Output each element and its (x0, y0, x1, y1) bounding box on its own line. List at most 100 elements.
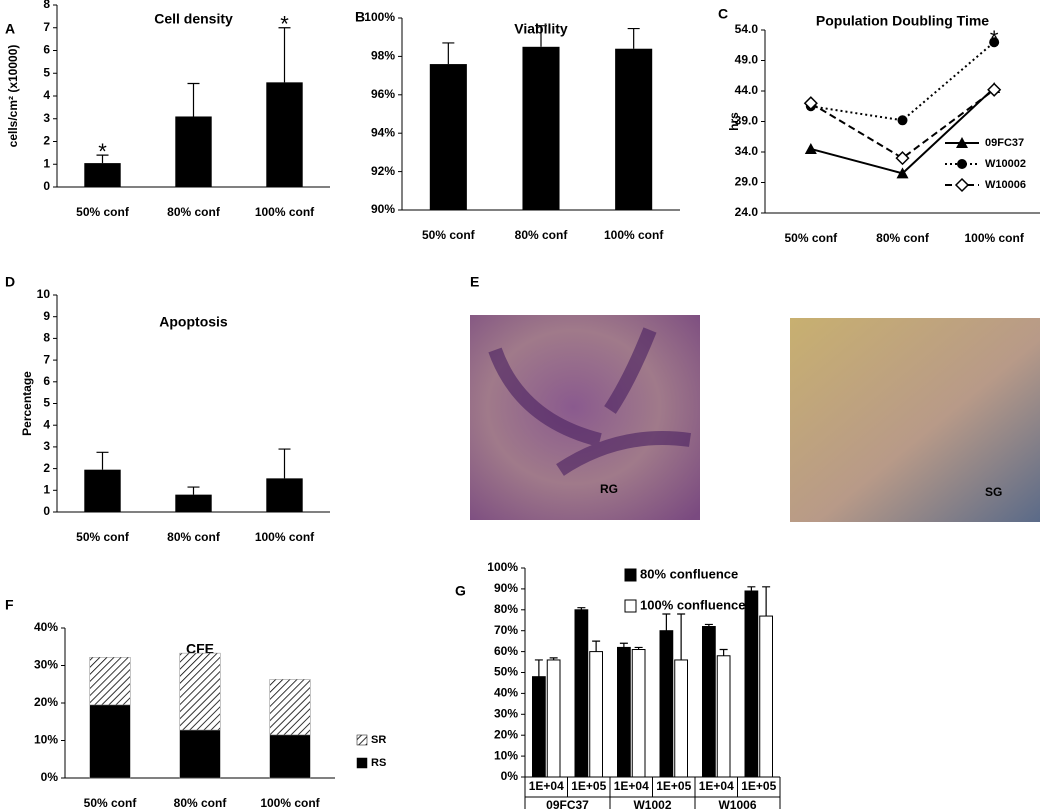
y-axis-label: cells/cm² (x10000) (6, 45, 20, 148)
bar (546, 659, 561, 778)
bar-segment (179, 729, 221, 779)
error-bar (96, 451, 109, 470)
y-tick-label: 98% (371, 49, 395, 63)
bar-segment (269, 679, 311, 736)
y-tick-label: 90% (371, 202, 395, 216)
chart-panel: D Apoptosis Percentage 0 1 2 3 4 5 6 7 8 9 10 50% conf… (5, 274, 330, 544)
x-tick-label: 100% conf (964, 231, 1024, 245)
bar (615, 48, 653, 210)
y-tick-label: 44.0 (735, 83, 759, 97)
y-tick-label: 30% (34, 658, 58, 672)
y-tick-label: 9 (43, 309, 50, 323)
error-bar (187, 82, 200, 117)
y-tick-label: 4 (43, 417, 50, 431)
y-tick-label: 94% (371, 125, 395, 139)
error-bar (549, 657, 558, 660)
bar-segment (269, 734, 311, 779)
y-tick-label: 7 (43, 20, 50, 34)
legend-label: 80% confluence (640, 566, 738, 581)
x-tick-label: 1E+04 (529, 779, 564, 793)
y-tick-label: 49.0 (735, 53, 759, 67)
y-tick-label: 100% (487, 560, 518, 574)
error-bar (627, 27, 640, 49)
bar (716, 655, 731, 778)
x-tick-label: 80% conf (167, 205, 221, 219)
legend-label: RS (371, 757, 386, 769)
x-tick-label: 80% conf (167, 530, 221, 544)
y-tick-label: 0 (43, 504, 50, 518)
legend-marker (957, 159, 967, 169)
y-tick-label: 20% (34, 695, 58, 709)
y-tick-label: 10 (37, 287, 51, 301)
bar (175, 494, 212, 512)
error-bar (719, 648, 728, 656)
x-tick-label: 1E+05 (571, 779, 606, 793)
error-bar (577, 607, 586, 610)
y-tick-label: 96% (371, 87, 395, 101)
x-tick-label: 80% conf (515, 228, 569, 242)
y-tick-label: 39.0 (735, 114, 759, 128)
error-bar (187, 486, 200, 495)
y-tick-label: 40% (34, 620, 58, 634)
x-tick-label: 80% conf (876, 231, 930, 245)
image-panel: E RG SG (470, 274, 1040, 522)
y-tick-label: 100% (364, 10, 395, 24)
panel-letter: C (718, 6, 728, 22)
micrograph (470, 315, 700, 520)
y-tick-label: 80% (494, 602, 518, 616)
x-tick-label: 1E+05 (741, 779, 776, 793)
x-tick-label: 100% conf (604, 228, 664, 242)
line (810, 88, 995, 160)
bar (266, 478, 303, 512)
y-tick-label: 50% (494, 665, 518, 679)
image-label: SG (985, 485, 1002, 499)
legend-marker (954, 177, 970, 193)
marker (987, 82, 1002, 97)
error-bar (278, 448, 291, 479)
annotation: * (98, 139, 107, 164)
legend-swatch (356, 734, 368, 746)
error-bar (96, 154, 109, 164)
y-tick-label: 70% (494, 623, 518, 637)
chart-panel: A Cell density cells/cm² (x10000) 0 1 2 3 4 5 6 7 8… (5, 0, 330, 219)
marker (895, 151, 910, 166)
y-axis-label: Percentage (20, 371, 34, 436)
x-tick-label: 50% conf (76, 205, 130, 219)
error-bar (634, 646, 643, 650)
y-tick-label: 8 (43, 331, 50, 345)
x-tick-label: 1E+05 (656, 779, 691, 793)
legend-swatch (624, 568, 637, 582)
x-tick-label: 50% conf (76, 530, 130, 544)
x-tick-label: 1E+04 (614, 779, 649, 793)
bar-segment (179, 652, 221, 731)
line (810, 41, 995, 122)
chart-panel: C Population Doubling Time hrs 24.0 29.0 34.0… (718, 6, 1040, 245)
legend-swatch (624, 599, 637, 613)
legend-swatch (356, 757, 368, 769)
image-label: RG (600, 482, 618, 496)
error-bar (677, 613, 686, 660)
error-bar (662, 613, 671, 631)
x-tick-label: 50% conf (422, 228, 476, 242)
legend-label: W10002 (985, 158, 1026, 170)
panel-letter: A (5, 21, 15, 37)
y-tick-label: 29.0 (735, 175, 759, 189)
error-bar (592, 640, 601, 652)
marker (804, 142, 817, 154)
bar (175, 116, 212, 187)
y-tick-label: 90% (494, 581, 518, 595)
x-tick-label: 50% conf (784, 231, 838, 245)
marker (989, 37, 1000, 48)
chart-title: Cell density (154, 11, 233, 27)
error-bar (442, 42, 455, 65)
error-bar (534, 659, 543, 677)
legend-label: W10006 (985, 179, 1026, 191)
bar (589, 651, 603, 778)
group-label: W1002 (633, 798, 671, 809)
group-label: W1006 (718, 798, 756, 809)
y-tick-label: 5 (43, 65, 50, 79)
y-tick-label: 92% (371, 164, 395, 178)
y-axis-label: hrs (727, 112, 741, 131)
group-label: 09FC37 (546, 798, 589, 809)
error-bar (747, 586, 756, 591)
